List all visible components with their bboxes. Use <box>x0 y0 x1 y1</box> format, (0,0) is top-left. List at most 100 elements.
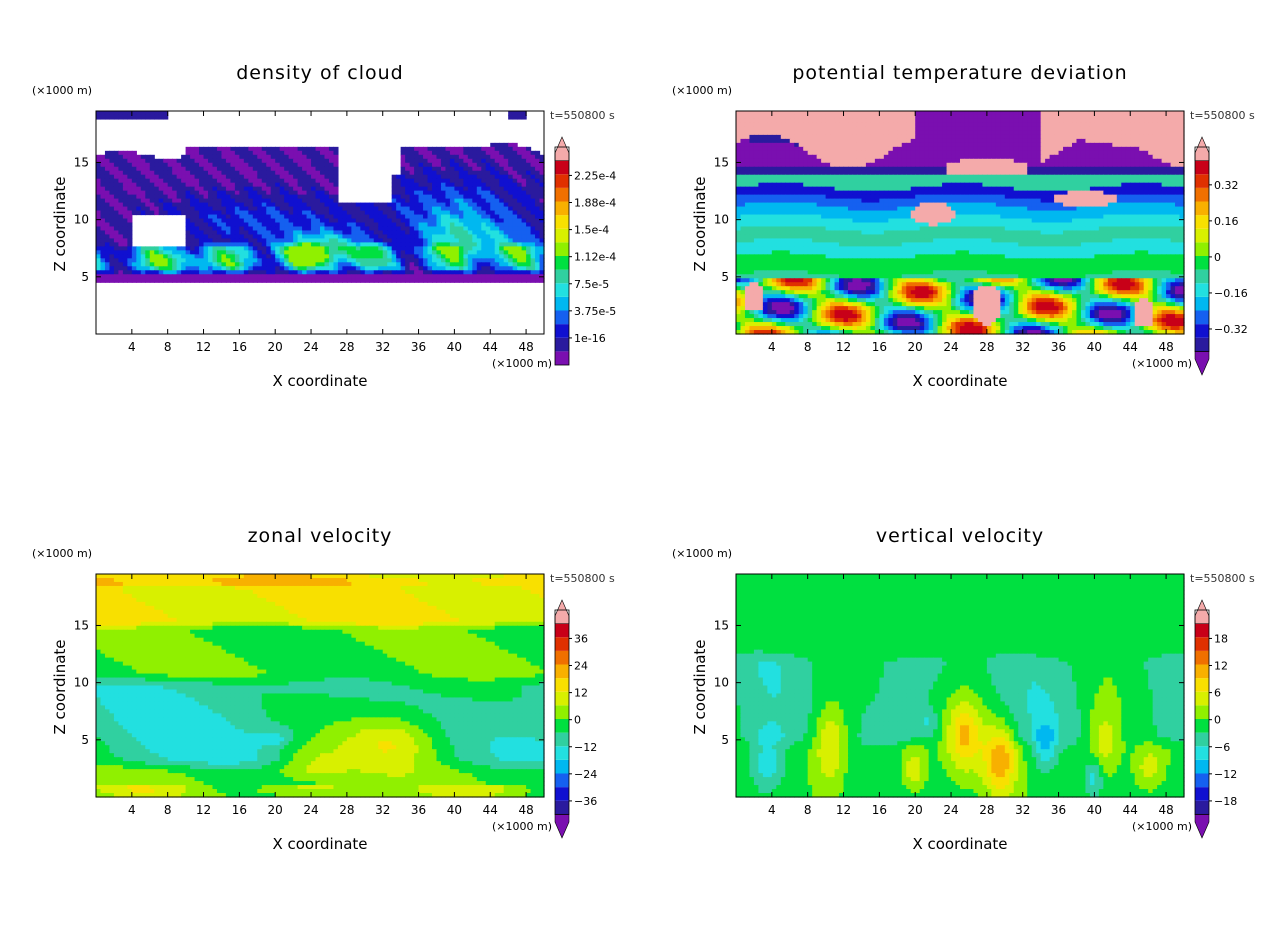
heatmap-cell <box>252 162 258 168</box>
heatmap-cell <box>293 154 299 160</box>
heatmap-cell <box>306 254 312 259</box>
heatmap-cell <box>1143 170 1149 176</box>
heatmap-cell <box>154 266 160 271</box>
heatmap-cell <box>324 266 330 271</box>
heatmap-cell <box>423 202 429 208</box>
heatmap-cell <box>432 194 438 200</box>
heatmap-cell <box>311 218 317 224</box>
heatmap-cell <box>104 274 111 279</box>
heatmap-cell <box>951 130 957 136</box>
heatmap-cell <box>288 226 294 232</box>
heatmap-cell <box>812 166 818 172</box>
heatmap-cell <box>1049 142 1055 148</box>
heatmap-cell <box>1121 170 1127 176</box>
heatmap-cell <box>897 154 903 160</box>
heatmap-cell <box>405 186 411 192</box>
heatmap-cell <box>530 214 536 220</box>
heatmap-cell <box>158 266 164 271</box>
heatmap-cell <box>964 114 970 120</box>
heatmap-cell <box>432 262 438 267</box>
heatmap-cell <box>512 222 518 228</box>
heatmap-cell <box>977 126 983 132</box>
heatmap-cell <box>440 270 447 275</box>
heatmap-cell <box>1157 162 1163 168</box>
heatmap-cell <box>337 242 343 247</box>
heatmap-cell <box>982 118 988 124</box>
heatmap-cell <box>440 218 447 224</box>
heatmap-cell <box>982 138 988 144</box>
heatmap-cell <box>1125 150 1131 156</box>
heatmap-cell <box>472 186 478 192</box>
heatmap-cell <box>279 206 285 212</box>
heatmap-cell <box>883 146 889 152</box>
heatmap-cell <box>856 150 863 156</box>
heatmap-cell <box>118 278 124 283</box>
heatmap-cell <box>100 162 106 168</box>
heatmap-cell <box>311 170 317 176</box>
heatmap-cell <box>351 202 357 208</box>
heatmap-cell <box>490 154 496 160</box>
heatmap-cell <box>360 234 366 240</box>
heatmap-cell <box>311 250 317 255</box>
heatmap-cell <box>888 170 894 176</box>
heatmap-cell <box>463 178 469 184</box>
heatmap-cell <box>275 214 281 220</box>
heatmap-cell <box>852 174 858 180</box>
heatmap-cell <box>104 178 111 184</box>
heatmap-cell <box>771 111 777 116</box>
heatmap-cell <box>1175 118 1181 124</box>
heatmap-cell <box>113 170 119 176</box>
heatmap-cell <box>445 246 451 251</box>
heatmap-cell <box>780 166 786 172</box>
heatmap-cell <box>1094 138 1100 144</box>
heatmap-cell <box>539 174 545 180</box>
heatmap-cell <box>158 162 164 168</box>
heatmap-cell <box>113 226 119 232</box>
heatmap-cell <box>472 230 478 236</box>
chart-title: density of cloud <box>0 62 640 84</box>
heatmap-cell <box>185 150 191 156</box>
heatmap-cell <box>928 114 934 120</box>
heatmap-cell <box>494 146 500 152</box>
heatmap-cell <box>127 270 133 275</box>
heatmap-cell <box>387 258 393 263</box>
heatmap-cell <box>803 138 809 144</box>
heatmap-cell <box>852 154 858 160</box>
heatmap-cell <box>239 258 245 263</box>
heatmap-cell <box>1085 158 1091 164</box>
heatmap-cell <box>275 262 281 267</box>
heatmap-cell <box>503 278 509 283</box>
heatmap-cell <box>118 194 124 200</box>
heatmap-cell <box>1148 111 1154 116</box>
heatmap-cell <box>122 194 128 200</box>
heatmap-cell <box>122 274 128 279</box>
heatmap-cell <box>172 246 178 251</box>
heatmap-cell <box>351 250 357 255</box>
heatmap-cell <box>203 170 209 176</box>
heatmap-cell <box>342 210 348 216</box>
heatmap-cell <box>740 126 746 132</box>
heatmap-cell <box>234 218 240 224</box>
heatmap-cell <box>946 146 952 152</box>
heatmap-cell <box>225 238 231 244</box>
heatmap-cell <box>1139 170 1145 176</box>
heatmap-cell <box>906 150 912 156</box>
heatmap-cell <box>476 206 482 212</box>
heatmap-cell <box>118 258 124 263</box>
heatmap-cell <box>248 278 254 283</box>
heatmap-cell <box>1112 146 1118 152</box>
heatmap-cell <box>320 234 326 240</box>
heatmap-cell <box>906 122 912 128</box>
heatmap-cell <box>208 162 214 168</box>
heatmap-cell <box>405 238 411 244</box>
heatmap-cell <box>252 146 258 152</box>
heatmap-cell <box>275 238 281 244</box>
heatmap-cell <box>521 174 527 180</box>
heatmap-cell <box>803 154 809 160</box>
heatmap-cell <box>181 174 187 180</box>
colorbar-cell <box>555 160 569 175</box>
heatmap-cell <box>405 198 411 204</box>
heatmap-cell <box>1107 170 1113 176</box>
heatmap-cell <box>1166 122 1172 128</box>
heatmap-cell <box>499 202 505 208</box>
